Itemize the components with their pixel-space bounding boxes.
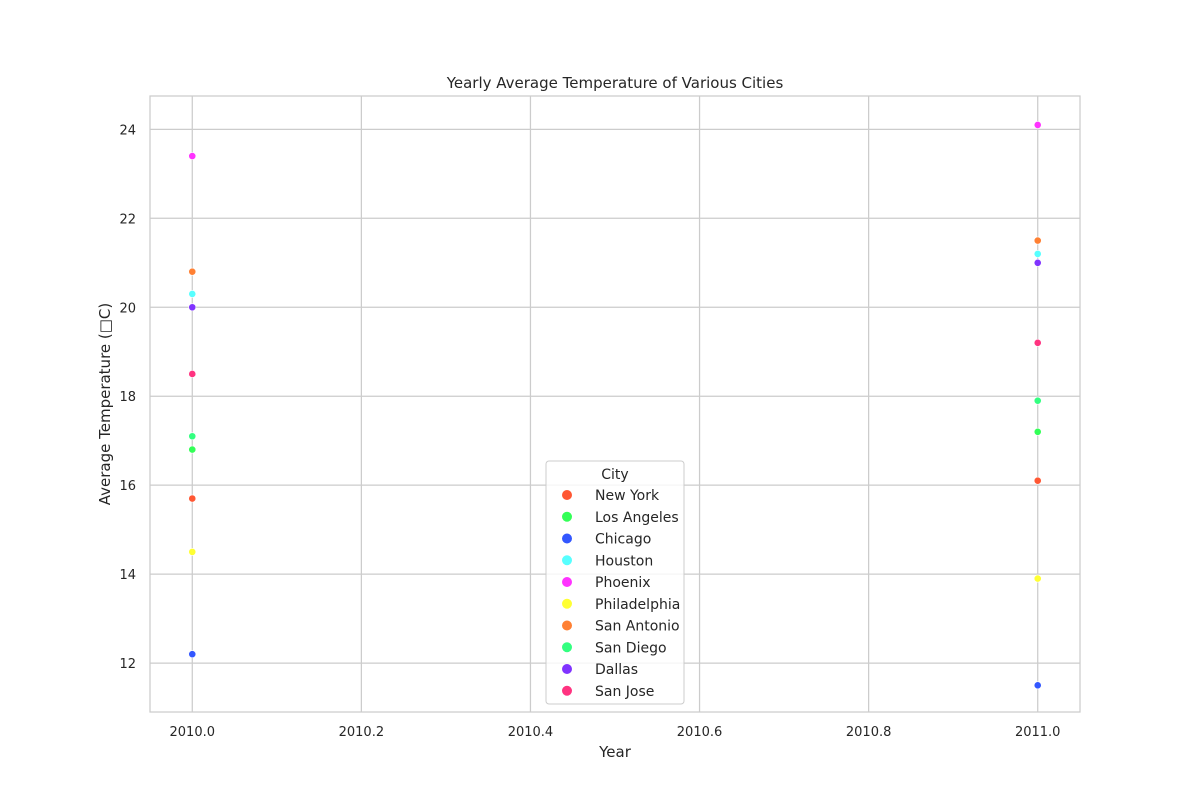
y-tick-label: 20 (119, 301, 136, 316)
legend-marker (562, 555, 572, 566)
legend-label: Dallas (595, 662, 638, 678)
legend-label: Houston (595, 553, 653, 569)
y-tick-label: 12 (119, 657, 136, 672)
legend-marker (562, 511, 572, 522)
legend-label: Los Angeles (595, 510, 679, 526)
legend-box (545, 460, 685, 705)
legend-label: New York (595, 488, 660, 504)
legend-marker (562, 620, 572, 631)
data-point-new-york (1033, 476, 1042, 485)
data-point-phoenix (1033, 121, 1042, 129)
data-point-houston (1033, 249, 1042, 258)
data-point-chicago (188, 650, 197, 659)
legend-marker (562, 685, 572, 696)
legend-label: San Jose (595, 684, 654, 700)
data-point-dallas (188, 303, 197, 312)
x-tick-label: 2010.0 (170, 725, 216, 740)
legend-label: Chicago (595, 532, 651, 548)
legend-marker (562, 533, 572, 544)
x-axis-label: Year (598, 743, 632, 761)
legend-marker (562, 598, 572, 609)
legend-label: Philadelphia (595, 597, 680, 613)
y-axis-label: Average Temperature (□C) (96, 303, 114, 506)
y-tick-label: 24 (119, 123, 136, 138)
data-point-new-york (188, 494, 197, 503)
legend-label: Phoenix (595, 575, 651, 591)
data-point-san-jose (1033, 338, 1042, 347)
data-point-dallas (1033, 258, 1042, 267)
data-point-los-angeles (1033, 427, 1042, 436)
legend-marker (562, 642, 572, 653)
data-point-los-angeles (188, 445, 197, 454)
data-point-san-diego (1033, 396, 1042, 405)
x-tick-label: 2010.4 (508, 725, 554, 740)
data-point-chicago (1033, 681, 1042, 690)
legend-label: San Antonio (595, 619, 680, 635)
x-tick-label: 2010.2 (339, 725, 385, 740)
legend-marker (562, 490, 572, 500)
plot-frame (149, 95, 1081, 713)
y-tick-label: 16 (119, 479, 136, 494)
legend-label: San Diego (595, 640, 667, 656)
x-axis-ticks: 2010.0 2010.2 2010.4 2010.6 2010.8 2011.0 (170, 725, 1061, 740)
y-tick-label: 14 (119, 568, 136, 583)
x-tick-label: 2010.6 (677, 725, 723, 740)
data-points (188, 121, 1042, 690)
legend: City New York Los Angeles Chicago Houston Ph… (545, 460, 685, 705)
legend-title: City (601, 467, 628, 483)
x-tick-label: 2011.0 (1015, 725, 1061, 740)
data-point-san-diego (188, 432, 197, 441)
y-tick-label: 18 (119, 390, 136, 405)
legend-marker (562, 664, 572, 674)
data-point-phoenix (188, 152, 197, 160)
x-tick-label: 2010.8 (846, 725, 892, 740)
data-point-philadelphia (188, 547, 197, 556)
data-point-san-antonio (188, 267, 197, 276)
y-axis-ticks: 12 14 16 18 20 22 24 (119, 123, 136, 672)
data-point-san-jose (188, 370, 197, 378)
data-point-houston (188, 290, 197, 298)
data-point-san-antonio (1033, 236, 1042, 245)
data-point-philadelphia (1033, 574, 1042, 583)
y-tick-label: 22 (119, 212, 136, 227)
chart-title: Yearly Average Temperature of Various Ci… (446, 74, 784, 92)
legend-items: New York Los Angeles Chicago Houston Phoenix… (562, 488, 680, 700)
legend-marker (562, 577, 572, 587)
